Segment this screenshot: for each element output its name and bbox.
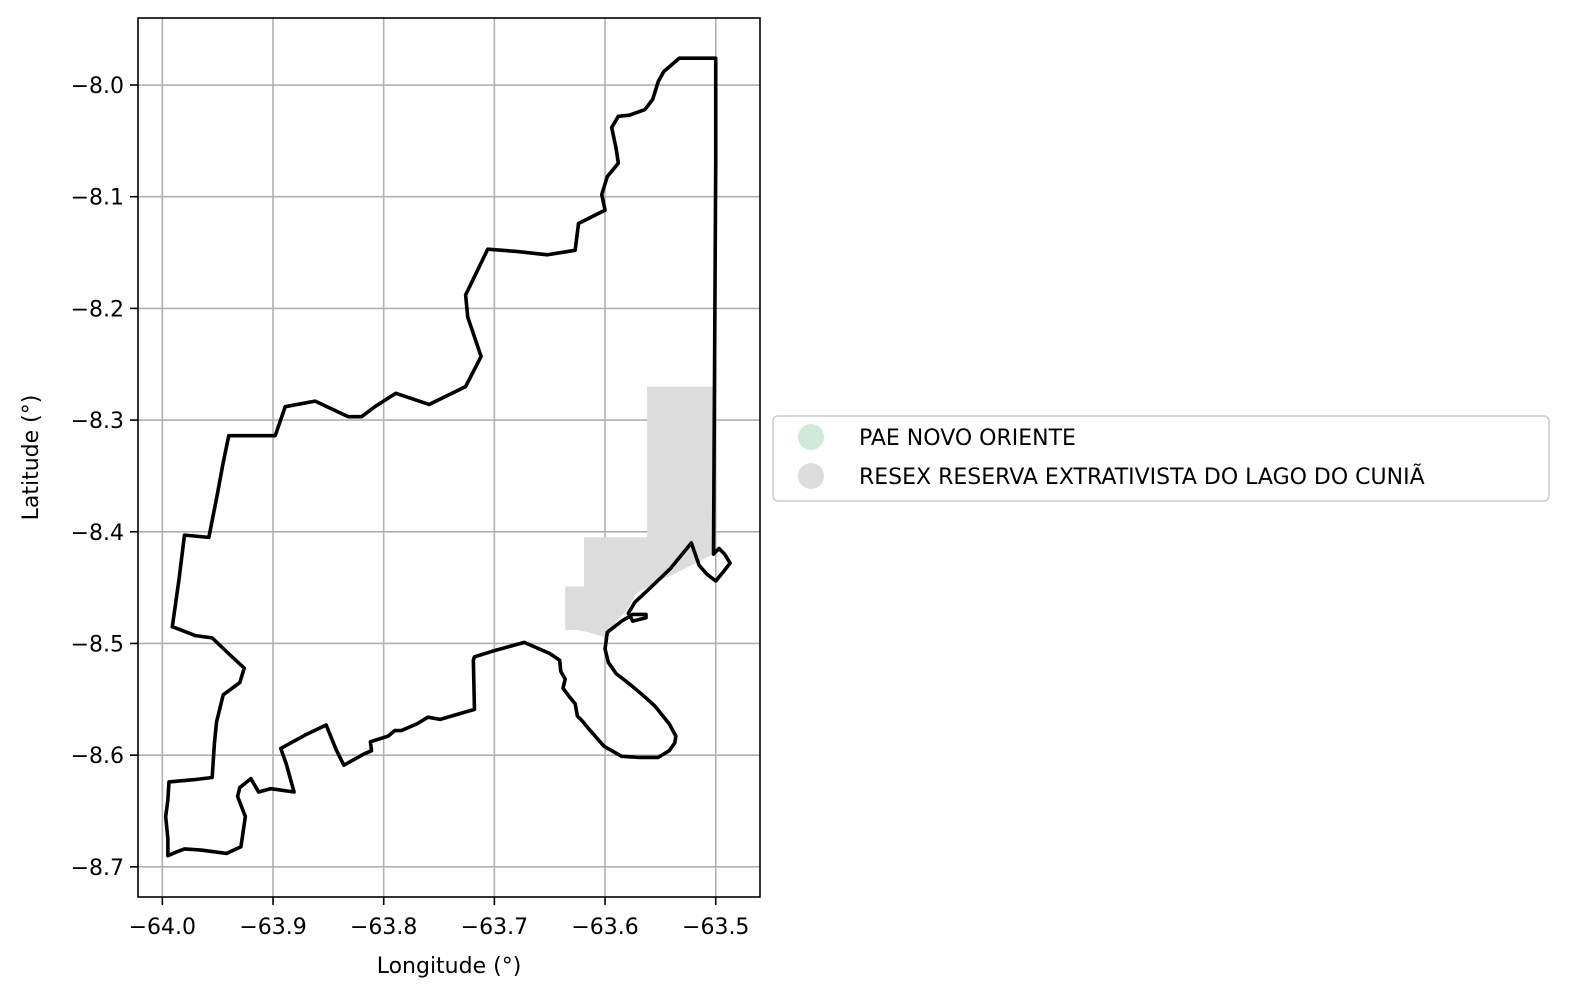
y-tick-label-7: −8.7 <box>71 856 124 881</box>
plot-frame <box>137 17 761 898</box>
x-tick-label-0: −64.0 <box>129 915 196 940</box>
x-tick-label-3: −63.7 <box>461 915 528 940</box>
settlement-boundary-outline <box>163 56 732 858</box>
legend: PAE NOVO ORIENTE RESEX RESERVA EXTRATIVI… <box>772 415 1550 502</box>
y-tick-label-3: −8.3 <box>71 409 124 434</box>
reserve-shaded-area <box>565 386 714 638</box>
legend-label-resex-lago-do-cunia: RESEX RESERVA EXTRATIVISTA DO LAGO DO CU… <box>859 463 1425 490</box>
x-tick-label-1: −63.9 <box>239 915 306 940</box>
legend-box <box>772 415 1550 502</box>
y-tick-label-0: −8.0 <box>71 74 124 99</box>
resex-reserve-polygon <box>565 386 714 638</box>
y-tick-label-1: −8.1 <box>71 186 124 211</box>
x-tick-label-5: −63.5 <box>682 915 749 940</box>
legend-marker-pae-novo-oriente <box>798 424 824 450</box>
legend-marker-resex-lago-do-cunia <box>798 463 824 489</box>
pae-novo-oriente-boundary <box>163 56 732 858</box>
y-tick-label-6: −8.6 <box>71 744 124 769</box>
y-tick-label-5: −8.5 <box>71 632 124 657</box>
x-tick-label-4: −63.6 <box>571 915 638 940</box>
y-tick-label-4: −8.4 <box>71 521 124 546</box>
y-axis-label: Latitude (°) <box>19 395 44 521</box>
y-tick-label-2: −8.2 <box>71 297 124 322</box>
x-tick-label-2: −63.8 <box>350 915 417 940</box>
axis-ticks: −64.0 −63.9 −63.8 −63.7 −63.6 −63.5 −8.0 −8.1 −8… <box>71 74 750 940</box>
legend-label-pae-novo-oriente: PAE NOVO ORIENTE <box>859 426 1076 451</box>
x-axis-label: Longitude (°) <box>377 954 522 979</box>
